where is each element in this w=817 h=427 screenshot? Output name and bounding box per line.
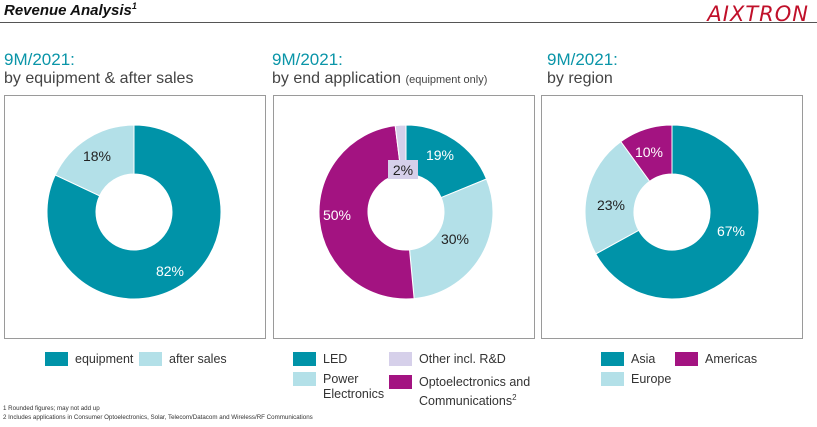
- data-label-equipment: 82%: [156, 263, 184, 279]
- donut-slice-led: [405, 124, 488, 199]
- chart-box-equipment: [4, 95, 266, 339]
- legend-label: Power Electronics: [323, 372, 385, 401]
- chart-box-region: [541, 95, 803, 339]
- donut-slice-power-electronics: [408, 178, 494, 300]
- data-label-europe: 23%: [597, 197, 625, 213]
- panel-1-title: 9M/2021:: [4, 50, 75, 69]
- header-divider: [0, 22, 817, 23]
- legend-item-optoelectronics-and-communications: Optoelectronics and Communications2: [389, 375, 530, 409]
- legend-swatch: [389, 352, 412, 366]
- legend-item-after-sales: after sales: [139, 352, 227, 367]
- legend-item-led: LED: [293, 352, 347, 367]
- legend-label: Europe: [631, 372, 672, 386]
- legend-swatch: [139, 352, 162, 366]
- legend-item-power-electronics: Power Electronics: [293, 372, 384, 402]
- page-title: Revenue Analysis1: [4, 1, 137, 19]
- legend-label: Optoelectronics and Communications2: [419, 375, 531, 409]
- data-label-asia: 67%: [717, 223, 745, 239]
- data-label-bg: [388, 160, 418, 179]
- legend-swatch: [389, 375, 412, 389]
- data-label-americas: 10%: [635, 144, 663, 160]
- footnotes: 1 Rounded figures; may not add up 2 Incl…: [3, 405, 313, 422]
- legend-label: equipment: [75, 352, 134, 366]
- panel-1-subtitle: by equipment & after sales: [4, 70, 194, 87]
- footnote-2: 2 Includes applications in Consumer Opto…: [3, 413, 313, 421]
- legend-swatch: [601, 372, 624, 386]
- legend-label: Americas: [705, 352, 758, 366]
- donut-slice-asia: [595, 124, 760, 300]
- donut-slice-equipment: [46, 124, 222, 300]
- data-label-led: 19%: [426, 147, 454, 163]
- legend-item-other-incl-r-d: Other incl. R&D: [389, 352, 506, 367]
- panel-2-subtitle: by end application (equipment only): [272, 70, 488, 87]
- donut-slice-after-sales: [54, 124, 135, 197]
- panel-3-subtitle: by region: [547, 70, 613, 87]
- chart-box-end-application: [273, 95, 535, 339]
- legend-label: after sales: [169, 352, 227, 366]
- data-label-optoelectronics-and-communications: 50%: [323, 207, 351, 223]
- data-label-other-incl-r-d: 2%: [393, 162, 413, 178]
- legend-item-asia: Asia: [601, 352, 655, 367]
- legend-swatch: [45, 352, 68, 366]
- donut-slice-europe: [584, 140, 651, 255]
- footnote-1: 1 Rounded figures; may not add up: [3, 405, 100, 412]
- legend-label: Other incl. R&D: [419, 352, 506, 366]
- data-label-after-sales: 18%: [83, 148, 111, 164]
- legend-item-europe: Europe: [601, 372, 671, 387]
- legend-swatch: [675, 352, 698, 366]
- legend-swatch: [601, 352, 624, 366]
- legend-item-americas: Americas: [675, 352, 757, 367]
- panel-2-title: 9M/2021:: [272, 50, 343, 69]
- data-label-power-electronics: 30%: [441, 231, 469, 247]
- donut-slice-americas: [620, 124, 673, 182]
- legend-item-equipment: equipment: [45, 352, 133, 367]
- panel-3-title: 9M/2021:: [547, 50, 618, 69]
- legend-label: Asia: [631, 352, 656, 366]
- legend-label: LED: [323, 352, 348, 366]
- legend-swatch: [293, 352, 316, 366]
- legend-swatch: [293, 372, 316, 386]
